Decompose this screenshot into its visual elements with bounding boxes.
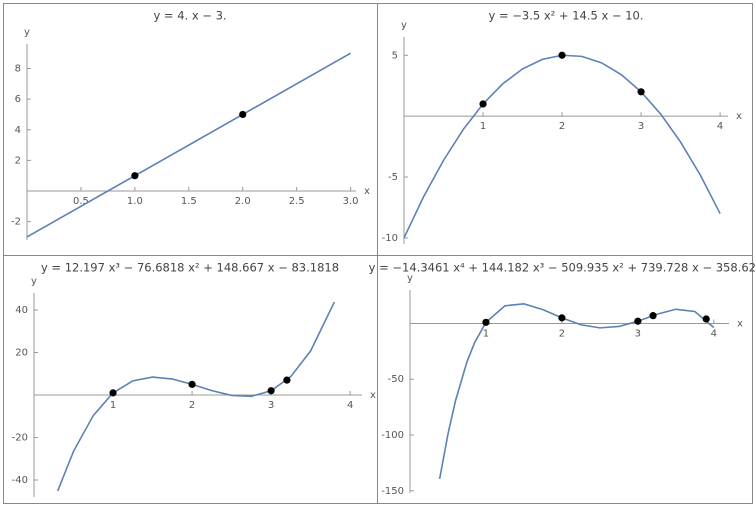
x-tick-label: 4 <box>717 121 723 132</box>
data-point <box>482 318 490 326</box>
data-point <box>637 88 645 96</box>
chart-title: y = −3.5 x² + 14.5 x − 10. <box>489 9 644 23</box>
x-axis-label: x <box>736 111 742 122</box>
y-tick-label: 40 <box>15 305 28 316</box>
y-tick-label: 8 <box>15 64 21 75</box>
x-tick-label: 1.0 <box>127 196 143 207</box>
data-point <box>239 110 247 119</box>
y-tick-label: -5 <box>388 172 398 183</box>
data-point <box>558 51 566 59</box>
x-tick-label: 2.0 <box>235 196 251 207</box>
chart-title: y = 12.197 x³ − 76.6818 x² + 148.667 x −… <box>41 261 339 275</box>
curve <box>438 303 715 480</box>
y-axis-label: y <box>24 27 30 38</box>
curve <box>403 54 721 239</box>
y-tick-label: -2 <box>11 217 21 228</box>
x-tick-label: 1 <box>483 328 489 339</box>
y-tick-label: -50 <box>388 374 404 385</box>
y-tick-label: -20 <box>12 433 28 444</box>
data-point <box>479 100 487 108</box>
y-axis-label: y <box>31 276 37 287</box>
curve <box>26 52 352 238</box>
data-point <box>283 376 291 384</box>
y-tick-label: 6 <box>15 94 21 105</box>
x-tick-label: 4 <box>711 328 717 339</box>
data-point <box>634 317 642 325</box>
chart-title: y = −14.3461 x⁴ + 144.182 x³ − 509.935 x… <box>369 261 756 275</box>
y-tick-label: -100 <box>381 430 404 441</box>
data-point <box>131 172 139 180</box>
y-tick-label: 5 <box>392 50 398 61</box>
x-tick-label: 3 <box>268 400 274 411</box>
x-tick-label: 2 <box>189 400 195 411</box>
x-tick-label: 0.5 <box>73 196 89 207</box>
x-tick-label: 3 <box>638 121 644 132</box>
y-tick-label: 2 <box>15 155 21 166</box>
y-axis-label: y <box>401 20 407 31</box>
x-tick-label: 2.5 <box>289 196 305 207</box>
x-tick-label: 1 <box>480 121 486 132</box>
curve <box>56 301 336 492</box>
y-tick-label: -150 <box>381 486 404 497</box>
chart-title: y = 4. x − 3. <box>153 9 226 23</box>
x-axis-label: x <box>737 318 743 329</box>
y-tick-label: -10 <box>382 233 398 244</box>
y-axis-label: y <box>407 273 413 284</box>
data-point <box>702 315 710 323</box>
data-point <box>267 387 275 395</box>
y-tick-label: 20 <box>15 348 28 359</box>
x-tick-label: 4 <box>347 400 353 411</box>
data-point <box>188 380 196 388</box>
data-point <box>649 312 657 320</box>
x-axis-label: x <box>370 390 376 401</box>
x-tick-label: 2 <box>559 121 565 132</box>
data-point <box>558 314 566 322</box>
x-tick-label: 1.5 <box>181 196 197 207</box>
data-point <box>109 389 117 397</box>
x-tick-label: 2 <box>559 328 565 339</box>
y-tick-label: -40 <box>12 475 28 486</box>
x-axis-label: x <box>364 186 370 197</box>
y-tick-label: 4 <box>15 125 21 136</box>
x-tick-label: 3.0 <box>343 196 359 207</box>
x-tick-label: 3 <box>635 328 641 339</box>
x-tick-label: 1 <box>110 400 116 411</box>
